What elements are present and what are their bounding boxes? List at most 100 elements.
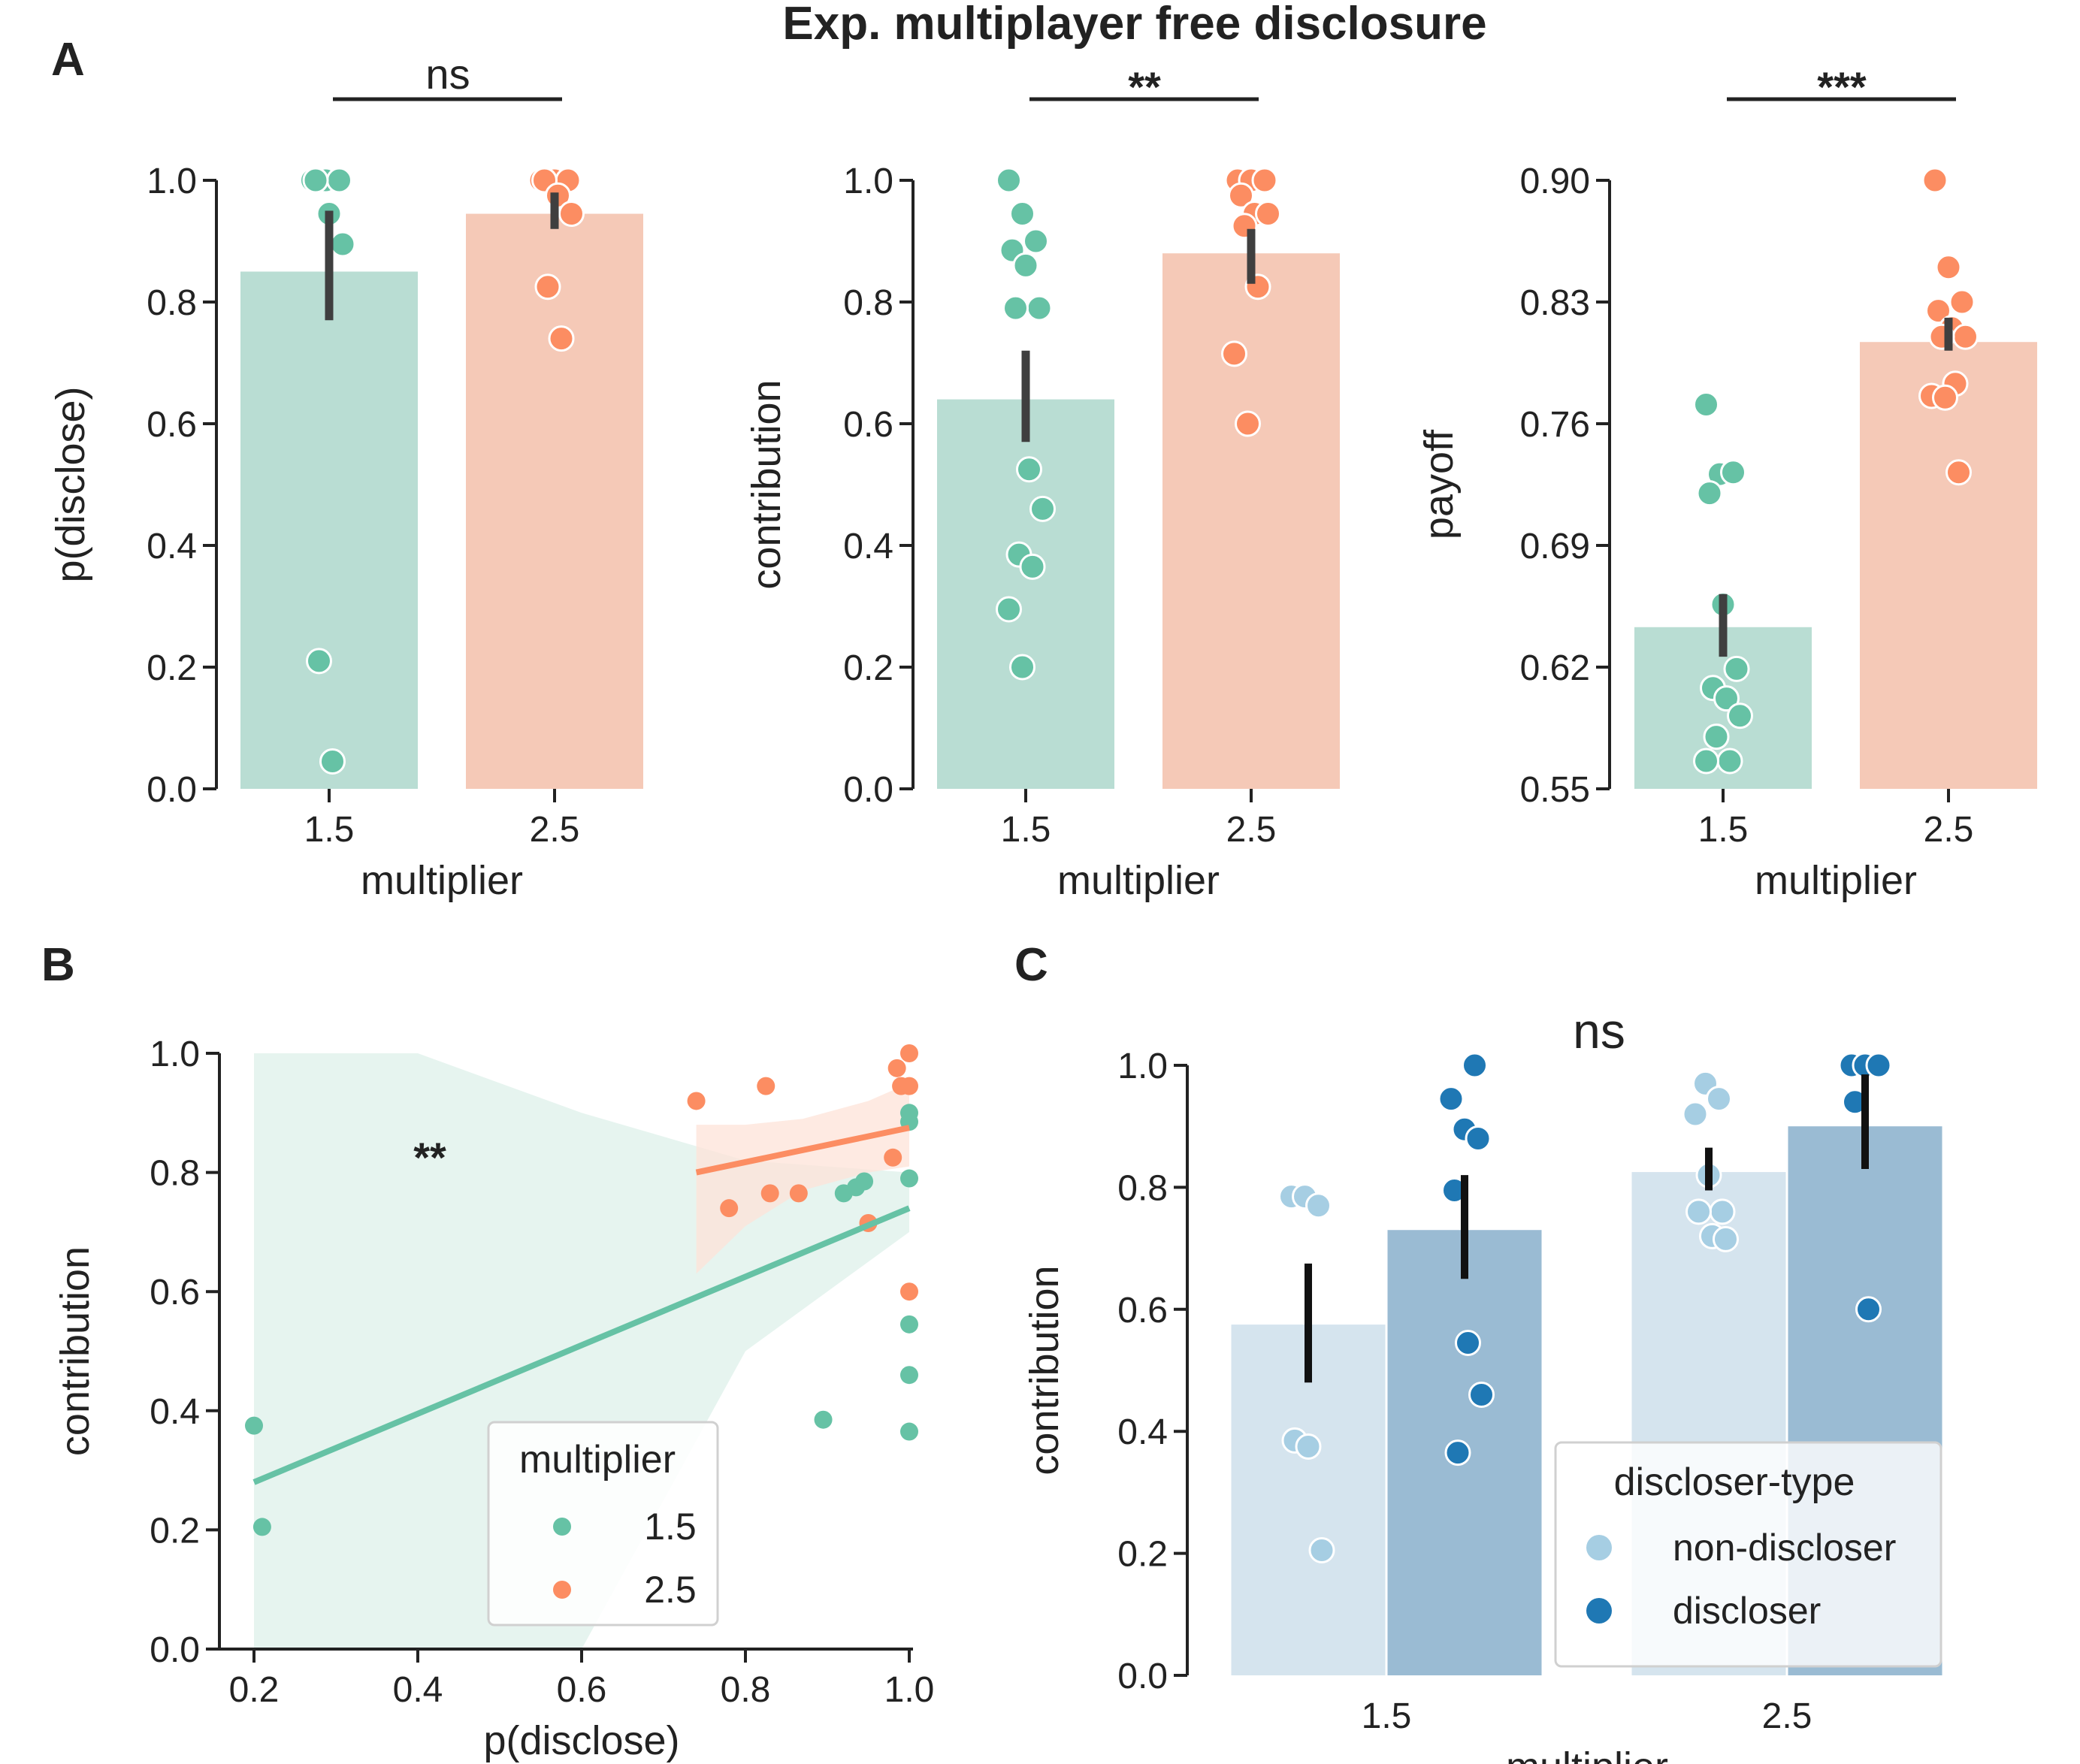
- legend-frame: [1554, 1441, 1942, 1668]
- data-point: [1921, 167, 1948, 194]
- data-point: [789, 1184, 808, 1203]
- data-point: [1026, 295, 1053, 322]
- data-point: [720, 1199, 739, 1218]
- y-tick-label: 0.2: [147, 648, 197, 688]
- chart-panel-a2: 1.5 2.5 0.0 0.2 0.4 0.6 0.8 1.0 multiplier contri…: [744, 63, 1340, 903]
- data-point: [1932, 384, 1958, 411]
- data-point: [558, 201, 585, 228]
- bar: [1860, 342, 2037, 789]
- x-tick-label: 1.5: [304, 810, 355, 850]
- data-point: [1016, 456, 1042, 483]
- significance-label: **: [1128, 63, 1161, 110]
- x-tick-label: 2.5: [530, 810, 580, 850]
- data-point: [1023, 228, 1049, 255]
- data-point: [1865, 1052, 1892, 1079]
- y-tick-label: 1.0: [147, 162, 197, 201]
- data-point: [245, 1416, 263, 1435]
- x-tick-label: 2.5: [1226, 810, 1277, 850]
- data-point: [1709, 1198, 1736, 1225]
- x-tick-label: 0.8: [721, 1670, 771, 1710]
- data-point: [1019, 553, 1046, 580]
- bar: [1231, 1325, 1386, 1675]
- data-point: [900, 1282, 918, 1301]
- data-point: [1308, 1537, 1335, 1564]
- data-point: [329, 231, 356, 258]
- data-point: [548, 325, 575, 352]
- data-point: [760, 1184, 779, 1203]
- data-point: [1305, 1192, 1332, 1219]
- y-tick-label: 0.6: [1117, 1291, 1168, 1331]
- regression-line: [695, 1125, 910, 1176]
- data-point: [252, 1518, 271, 1536]
- bar: [466, 213, 643, 789]
- data-point: [1855, 1296, 1882, 1323]
- y-axis-label: p(disclose): [48, 386, 93, 582]
- data-point: [1455, 1329, 1481, 1356]
- x-tick-label: 1.5: [1698, 810, 1749, 850]
- y-tick-label: 0.4: [150, 1392, 200, 1432]
- y-tick-label: 0.6: [147, 405, 197, 445]
- y-tick-label: 0.2: [1117, 1535, 1168, 1575]
- data-point: [1720, 459, 1746, 486]
- chart-panel-a3: 1.5 2.5 0.55 0.62 0.69 0.76 0.83 0.90 multiplier…: [1416, 63, 2037, 903]
- significance-label: **: [413, 1134, 446, 1181]
- data-point: [1713, 1225, 1739, 1252]
- legend: multiplier 1.5 2.5: [487, 1421, 719, 1627]
- data-point: [1693, 391, 1719, 418]
- y-tick-label: 0.2: [843, 648, 893, 688]
- x-tick-label: 2.5: [1762, 1696, 1812, 1736]
- data-point: [1682, 1101, 1709, 1128]
- data-point: [1251, 167, 1278, 194]
- legend-title: discloser-type: [1614, 1460, 1855, 1504]
- panel-label-c: C: [1014, 939, 1048, 991]
- data-point: [814, 1410, 833, 1429]
- x-axis-label: multiplier: [1057, 858, 1220, 903]
- data-point: [1221, 340, 1247, 367]
- panel-label-b: B: [41, 939, 75, 991]
- data-point: [1925, 298, 1952, 325]
- data-point: [1468, 1381, 1495, 1408]
- legend-marker: [553, 1581, 571, 1599]
- y-axis-label: contribution: [53, 1246, 98, 1456]
- y-tick-label: 0.6: [150, 1273, 200, 1312]
- data-point: [1696, 480, 1723, 507]
- data-point: [900, 1315, 918, 1334]
- x-tick-label: 0.2: [229, 1670, 280, 1710]
- data-point: [1444, 1439, 1471, 1466]
- data-point: [1012, 252, 1039, 279]
- data-point: [887, 1059, 906, 1077]
- bar: [1162, 253, 1340, 789]
- y-axis-label: contribution: [744, 379, 789, 589]
- bar: [240, 271, 418, 789]
- data-point: [757, 1077, 775, 1095]
- data-point: [1706, 1086, 1732, 1113]
- y-tick-label: 0.8: [147, 283, 197, 323]
- y-tick-label: 0.8: [150, 1154, 200, 1194]
- data-point: [996, 167, 1022, 194]
- data-point: [1438, 1086, 1465, 1113]
- data-point: [1945, 459, 1972, 486]
- y-tick-label: 0.0: [1117, 1657, 1168, 1696]
- legend-entry: 1.5: [644, 1506, 697, 1548]
- data-point: [1685, 1198, 1712, 1225]
- y-tick-label: 0.0: [150, 1630, 200, 1670]
- data-point: [1703, 723, 1730, 751]
- data-point: [1009, 654, 1035, 681]
- y-tick-label: 0.6: [843, 405, 893, 445]
- data-point: [1952, 323, 1979, 350]
- data-point: [306, 648, 332, 675]
- data-point: [1713, 685, 1740, 712]
- y-tick-label: 0.0: [147, 770, 197, 810]
- data-point: [1002, 295, 1029, 322]
- y-tick-label: 0.4: [1117, 1412, 1168, 1452]
- chart-panel-b: 0.0 0.2 0.4 0.6 0.8 1.0 0.2 0.4 0.6 0.8 1.0 p(discl…: [53, 1035, 934, 1763]
- regression-line: [252, 1205, 911, 1485]
- data-point: [326, 167, 352, 194]
- data-point: [1948, 288, 1976, 316]
- x-tick-label: 1.5: [1362, 1696, 1412, 1736]
- x-tick-label: 1.5: [1001, 810, 1051, 850]
- significance-label: ***: [1817, 63, 1867, 110]
- data-point: [1235, 410, 1261, 437]
- y-tick-label: 1.0: [150, 1035, 200, 1074]
- x-tick-label: 2.5: [1924, 810, 1974, 850]
